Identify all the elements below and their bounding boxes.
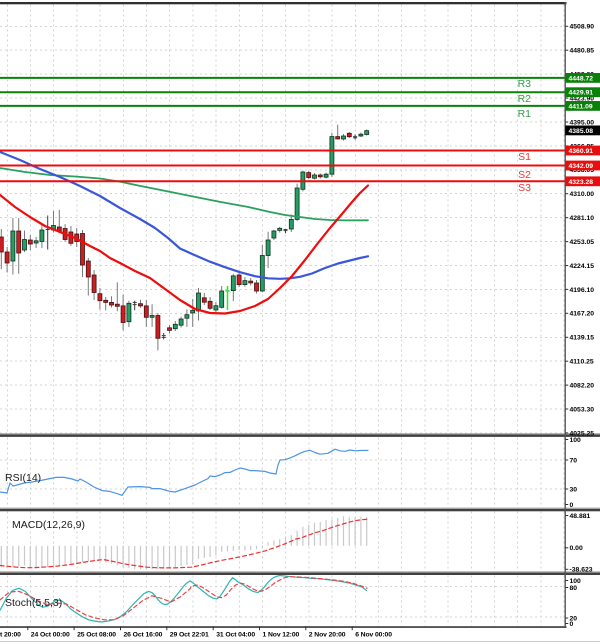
svg-text:24 Oct 00:00: 24 Oct 00:00	[31, 632, 70, 639]
svg-text:80: 80	[570, 585, 578, 592]
svg-text:4025.25: 4025.25	[570, 430, 595, 437]
svg-text:S2: S2	[518, 169, 531, 181]
svg-text:RSI(14): RSI(14)	[5, 472, 41, 484]
svg-text:4196.10: 4196.10	[570, 287, 595, 294]
svg-text:100: 100	[570, 437, 582, 444]
svg-text:4082.20: 4082.20	[570, 383, 595, 390]
svg-text:25 Oct 08:00: 25 Oct 08:00	[77, 632, 116, 639]
svg-text:23 Oct 20:00: 23 Oct 20:00	[0, 632, 21, 639]
svg-text:2 Nov 20:00: 2 Nov 20:00	[309, 632, 346, 639]
svg-text:Stoch(5,5,3): Stoch(5,5,3)	[5, 597, 62, 609]
svg-text:29 Oct 22:01: 29 Oct 22:01	[170, 632, 209, 639]
svg-text:4053.30: 4053.30	[570, 406, 595, 413]
svg-text:4385.08: 4385.08	[569, 128, 594, 135]
svg-text:4167.20: 4167.20	[570, 311, 595, 318]
svg-text:0.00: 0.00	[570, 545, 583, 552]
svg-text:4323.28: 4323.28	[569, 179, 594, 186]
svg-text:31 Oct 04:00: 31 Oct 04:00	[216, 632, 255, 639]
svg-text:4395.00: 4395.00	[570, 119, 595, 126]
svg-text:4429.91: 4429.91	[569, 90, 594, 97]
svg-text:4310.00: 4310.00	[570, 191, 595, 198]
svg-text:S3: S3	[518, 182, 531, 194]
svg-text:4281.10: 4281.10	[570, 215, 595, 222]
svg-text:48.881: 48.881	[570, 513, 591, 520]
svg-text:30: 30	[570, 486, 578, 493]
svg-text:4224.15: 4224.15	[570, 263, 595, 270]
svg-text:4480.85: 4480.85	[570, 48, 595, 55]
svg-text:4508.90: 4508.90	[570, 24, 595, 31]
svg-text:4139.15: 4139.15	[570, 335, 595, 342]
svg-text:4253.05: 4253.05	[570, 239, 595, 246]
svg-text:R1: R1	[518, 108, 532, 120]
svg-text:4338.05: 4338.05	[570, 167, 595, 174]
svg-text:R2: R2	[518, 93, 532, 105]
svg-text:4411.09: 4411.09	[569, 103, 593, 110]
svg-text:0: 0	[570, 502, 574, 509]
svg-text:-38.623: -38.623	[570, 567, 593, 574]
svg-text:4110.25: 4110.25	[570, 359, 594, 366]
svg-text:1 Nov 12:00: 1 Nov 12:00	[263, 632, 300, 639]
svg-text:4448.72: 4448.72	[569, 75, 594, 82]
svg-text:20: 20	[570, 615, 578, 622]
svg-text:S1: S1	[518, 151, 531, 163]
svg-text:100: 100	[570, 578, 582, 585]
svg-text:0: 0	[570, 621, 574, 628]
svg-text:4423.90: 4423.90	[570, 96, 595, 103]
svg-text:MACD(12,26,9): MACD(12,26,9)	[12, 519, 85, 531]
svg-text:4342.09: 4342.09	[569, 163, 594, 170]
svg-text:R3: R3	[518, 78, 532, 90]
svg-text:26 Oct 16:00: 26 Oct 16:00	[124, 632, 163, 639]
svg-text:4360.91: 4360.91	[569, 148, 594, 155]
svg-text:6 Nov 00:00: 6 Nov 00:00	[355, 632, 392, 639]
svg-text:70: 70	[570, 457, 578, 464]
